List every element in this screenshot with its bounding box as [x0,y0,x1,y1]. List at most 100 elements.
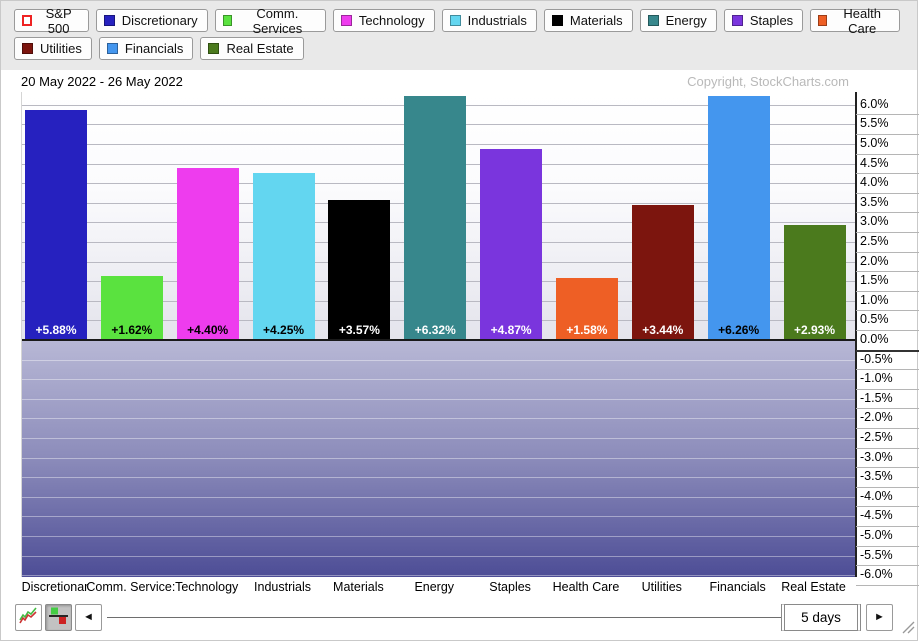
legend-toggle-s-p-500[interactable]: S&P 500 [14,6,89,36]
legend-toggle-staples[interactable]: Staples [723,9,804,32]
line-chart-view-button[interactable] [15,603,42,631]
y-tick-line [856,427,919,429]
legend-swatch-icon [22,43,33,54]
bar-value-label: +4.87% [490,322,532,337]
legend-swatch-icon [340,15,352,26]
y-tick-label: 1.5% [860,273,889,288]
legend-label: Materials [569,13,623,28]
copyright-label: Copyright, StockCharts.com [687,74,849,89]
chart-header: 20 May 2022 - 26 May 2022 Copyright, Sto… [1,72,917,92]
x-tick-label: Utilities [641,580,682,594]
period-slider-track[interactable] [107,616,781,618]
bar-materials[interactable]: +3.57% [328,200,391,340]
right-arrow-icon: ► [874,610,885,623]
y-tick-label: 6.0% [860,96,889,111]
y-tick-line [856,114,919,116]
legend-swatch-icon [106,43,118,54]
gridline [22,379,855,381]
legend-label: Financials [124,41,184,56]
y-tick-label: -2.5% [860,430,893,444]
y-axis-scale: 6.0% 5.5% 5.0% 4.5% 4.0% 3.5% 3.0% 2.5% 2.0% 1.5%… [856,92,919,586]
bar-value-label: +1.62% [111,322,153,337]
y-tick-label: -1.5% [860,390,893,405]
legend-toggle-utilities[interactable]: Utilities [14,37,92,60]
y-tick-label: -4.5% [860,508,893,523]
legend-label: Utilities [40,41,82,56]
legend-swatch-icon [222,15,232,26]
bar-staples[interactable]: +4.87% [480,149,543,340]
x-axis-labels: Discretionar Comm. Service: Technology Indu… [21,580,874,597]
bar-financials[interactable]: +6.26% [707,96,770,340]
y-tick-label: -0.5% [860,351,893,366]
x-tick-label: Industrials [254,580,312,594]
y-tick-line [856,545,919,547]
sector-legend: S&P 500 Discretionary Comm. Services Techno… [1,1,917,70]
chart-area: +5.88% +1.62% +4.40% +4.25% +3.57% +6.32% +4.8… [21,92,919,597]
y-tick-label: 3.0% [860,214,889,229]
x-tick-label: Real Estate [781,580,846,594]
histogram-view-button[interactable] [45,603,72,631]
legend-row: Utilities Financials Real Estate [14,37,907,60]
resize-grip-icon[interactable] [899,618,915,634]
bar-comm-services[interactable]: +1.62% [100,276,163,340]
legend-label: Comm. Services [252,5,303,36]
bar-health-care[interactable]: +1.58% [555,278,618,340]
legend-toggle-financials[interactable]: Financials [98,37,194,60]
y-tick-label: 2.0% [860,253,889,268]
y-tick-line [856,212,919,214]
bar-utilities[interactable]: +3.44% [631,205,694,340]
gridline [22,575,855,577]
date-range-label: 20 May 2022 - 26 May 2022 [21,74,183,89]
x-tick-label: Technology [175,580,239,594]
legend-toggle-energy[interactable]: Energy [639,9,717,32]
y-tick-label: 4.0% [860,175,889,190]
legend-toggle-industrials[interactable]: Industrials [441,9,537,32]
x-tick-label: Financials [709,580,766,594]
legend-toggle-comm-services[interactable]: Comm. Services [214,6,326,36]
y-tick-label: -5.5% [860,547,893,562]
period-slider-handle[interactable]: 5 days [781,603,861,631]
bar-value-label: +6.26% [718,323,760,337]
scroll-left-button[interactable]: ◄ [75,603,102,631]
bar-industrials[interactable]: +4.25% [252,173,315,340]
legend-swatch-icon [647,15,659,26]
legend-toggle-technology[interactable]: Technology [332,9,435,32]
legend-toggle-discretionary[interactable]: Discretionary [95,9,208,32]
histogram-icon [48,605,69,629]
scroll-right-button[interactable]: ► [866,603,893,631]
legend-toggle-materials[interactable]: Materials [543,9,633,32]
y-tick-label: -3.5% [860,469,893,484]
legend-toggle-health-care[interactable]: Health Care [810,6,900,36]
bar-real-estate[interactable]: +2.93% [783,225,846,340]
y-tick-label: -5.0% [860,528,893,542]
bar-value-label: +3.44% [642,322,684,337]
legend-toggle-real-estate[interactable]: Real Estate [200,37,304,60]
y-tick-line [856,565,919,567]
bar-discretionary[interactable]: +5.88% [25,109,87,340]
left-arrow-icon: ◄ [83,610,94,623]
legend-swatch-icon [731,15,743,26]
y-tick-line [856,153,919,155]
legend-label: Technology [358,13,425,28]
legend-label: Energy [665,13,707,28]
y-tick-label: -3.0% [860,449,893,464]
y-tick-line [856,408,919,410]
zero-baseline [22,339,855,341]
bar-technology[interactable]: +4.40% [176,167,239,340]
y-tick-line [856,349,919,352]
bar-value-label: +5.88% [35,322,77,337]
gridline [22,516,855,518]
y-tick-line [856,486,919,488]
legend-swatch-icon [22,15,32,26]
legend-label: Industrials [467,13,527,28]
bar-value-label: +4.40% [187,322,229,337]
bar-energy[interactable]: +6.32% [404,96,467,340]
gridline [22,555,855,557]
y-tick-line [856,192,919,194]
x-tick-label: Materials [333,580,384,594]
y-tick-label: 5.0% [860,136,889,150]
gridline [22,398,855,400]
bar-value-label: +2.93% [793,322,836,337]
y-tick-label: 5.5% [860,116,889,131]
